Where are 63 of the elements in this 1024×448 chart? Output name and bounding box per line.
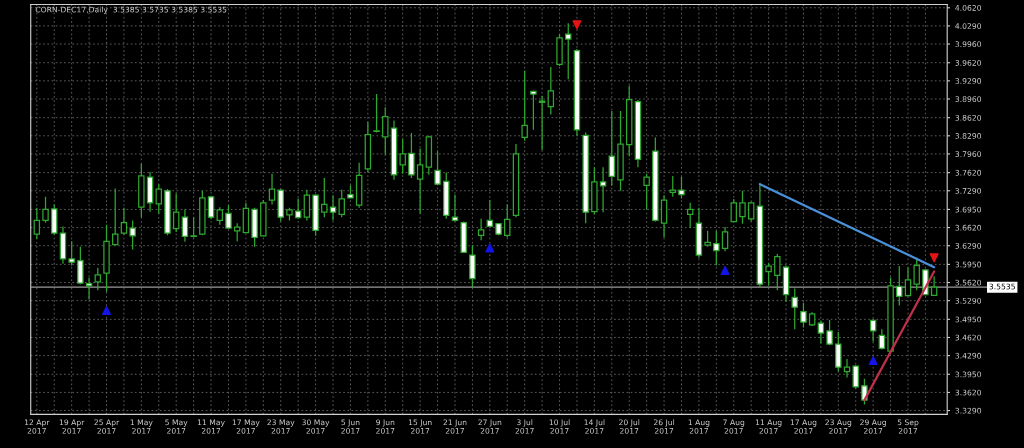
candlestick <box>608 110 616 187</box>
candlestick <box>930 275 938 297</box>
candlestick <box>835 331 842 373</box>
candlestick <box>120 207 128 236</box>
candlestick <box>329 194 337 222</box>
point <box>868 356 878 366</box>
candlestick <box>399 138 406 175</box>
point <box>929 253 939 263</box>
candlestick <box>869 318 877 343</box>
candlestick <box>77 246 84 285</box>
candlestick <box>33 207 41 240</box>
candlestick <box>678 176 685 200</box>
candlestick <box>321 177 328 218</box>
point <box>485 243 495 253</box>
candlestick <box>373 93 380 134</box>
candlestick <box>599 166 607 213</box>
candlestick <box>721 226 729 252</box>
candlestick <box>774 253 781 291</box>
candlestick <box>660 194 668 239</box>
candlestick <box>172 192 180 233</box>
candlestick <box>739 190 746 225</box>
candlestick <box>643 173 650 211</box>
candlestick <box>878 328 886 351</box>
candlestick <box>416 147 424 215</box>
candlestick <box>42 196 49 224</box>
candlestick <box>294 197 302 220</box>
candlestick <box>765 262 772 287</box>
candlestick <box>408 132 415 179</box>
candlestick <box>564 22 572 80</box>
candlestick <box>268 173 276 206</box>
point <box>102 306 112 316</box>
candlestick <box>791 287 798 330</box>
candlestick <box>434 150 441 186</box>
candlestick <box>451 193 459 223</box>
candlestick <box>504 203 511 239</box>
candlestick <box>94 267 102 291</box>
point <box>720 265 730 275</box>
candlestick <box>338 189 345 218</box>
candlestick <box>713 230 720 267</box>
candlestick <box>233 222 241 242</box>
candlestick <box>477 218 485 241</box>
candlestick <box>896 265 903 307</box>
candlestick <box>469 244 476 288</box>
candlestick <box>129 219 136 251</box>
candlestick <box>303 189 311 222</box>
candlestick <box>382 106 389 156</box>
candlestick <box>68 240 75 267</box>
candlestick <box>181 208 189 243</box>
candlestick <box>913 257 920 291</box>
candlestick <box>530 90 537 131</box>
candlestick <box>486 199 494 228</box>
candlestick <box>155 183 163 215</box>
candlestick <box>800 302 807 329</box>
candlestick <box>826 319 833 346</box>
candlestick <box>817 319 825 345</box>
candlestick <box>521 69 528 142</box>
point <box>572 20 582 30</box>
candlestick <box>225 204 232 230</box>
candlestick <box>730 198 737 223</box>
candlestick <box>843 358 851 379</box>
candlestick <box>547 66 555 116</box>
candlestick <box>686 202 694 229</box>
candlestick <box>904 266 912 297</box>
